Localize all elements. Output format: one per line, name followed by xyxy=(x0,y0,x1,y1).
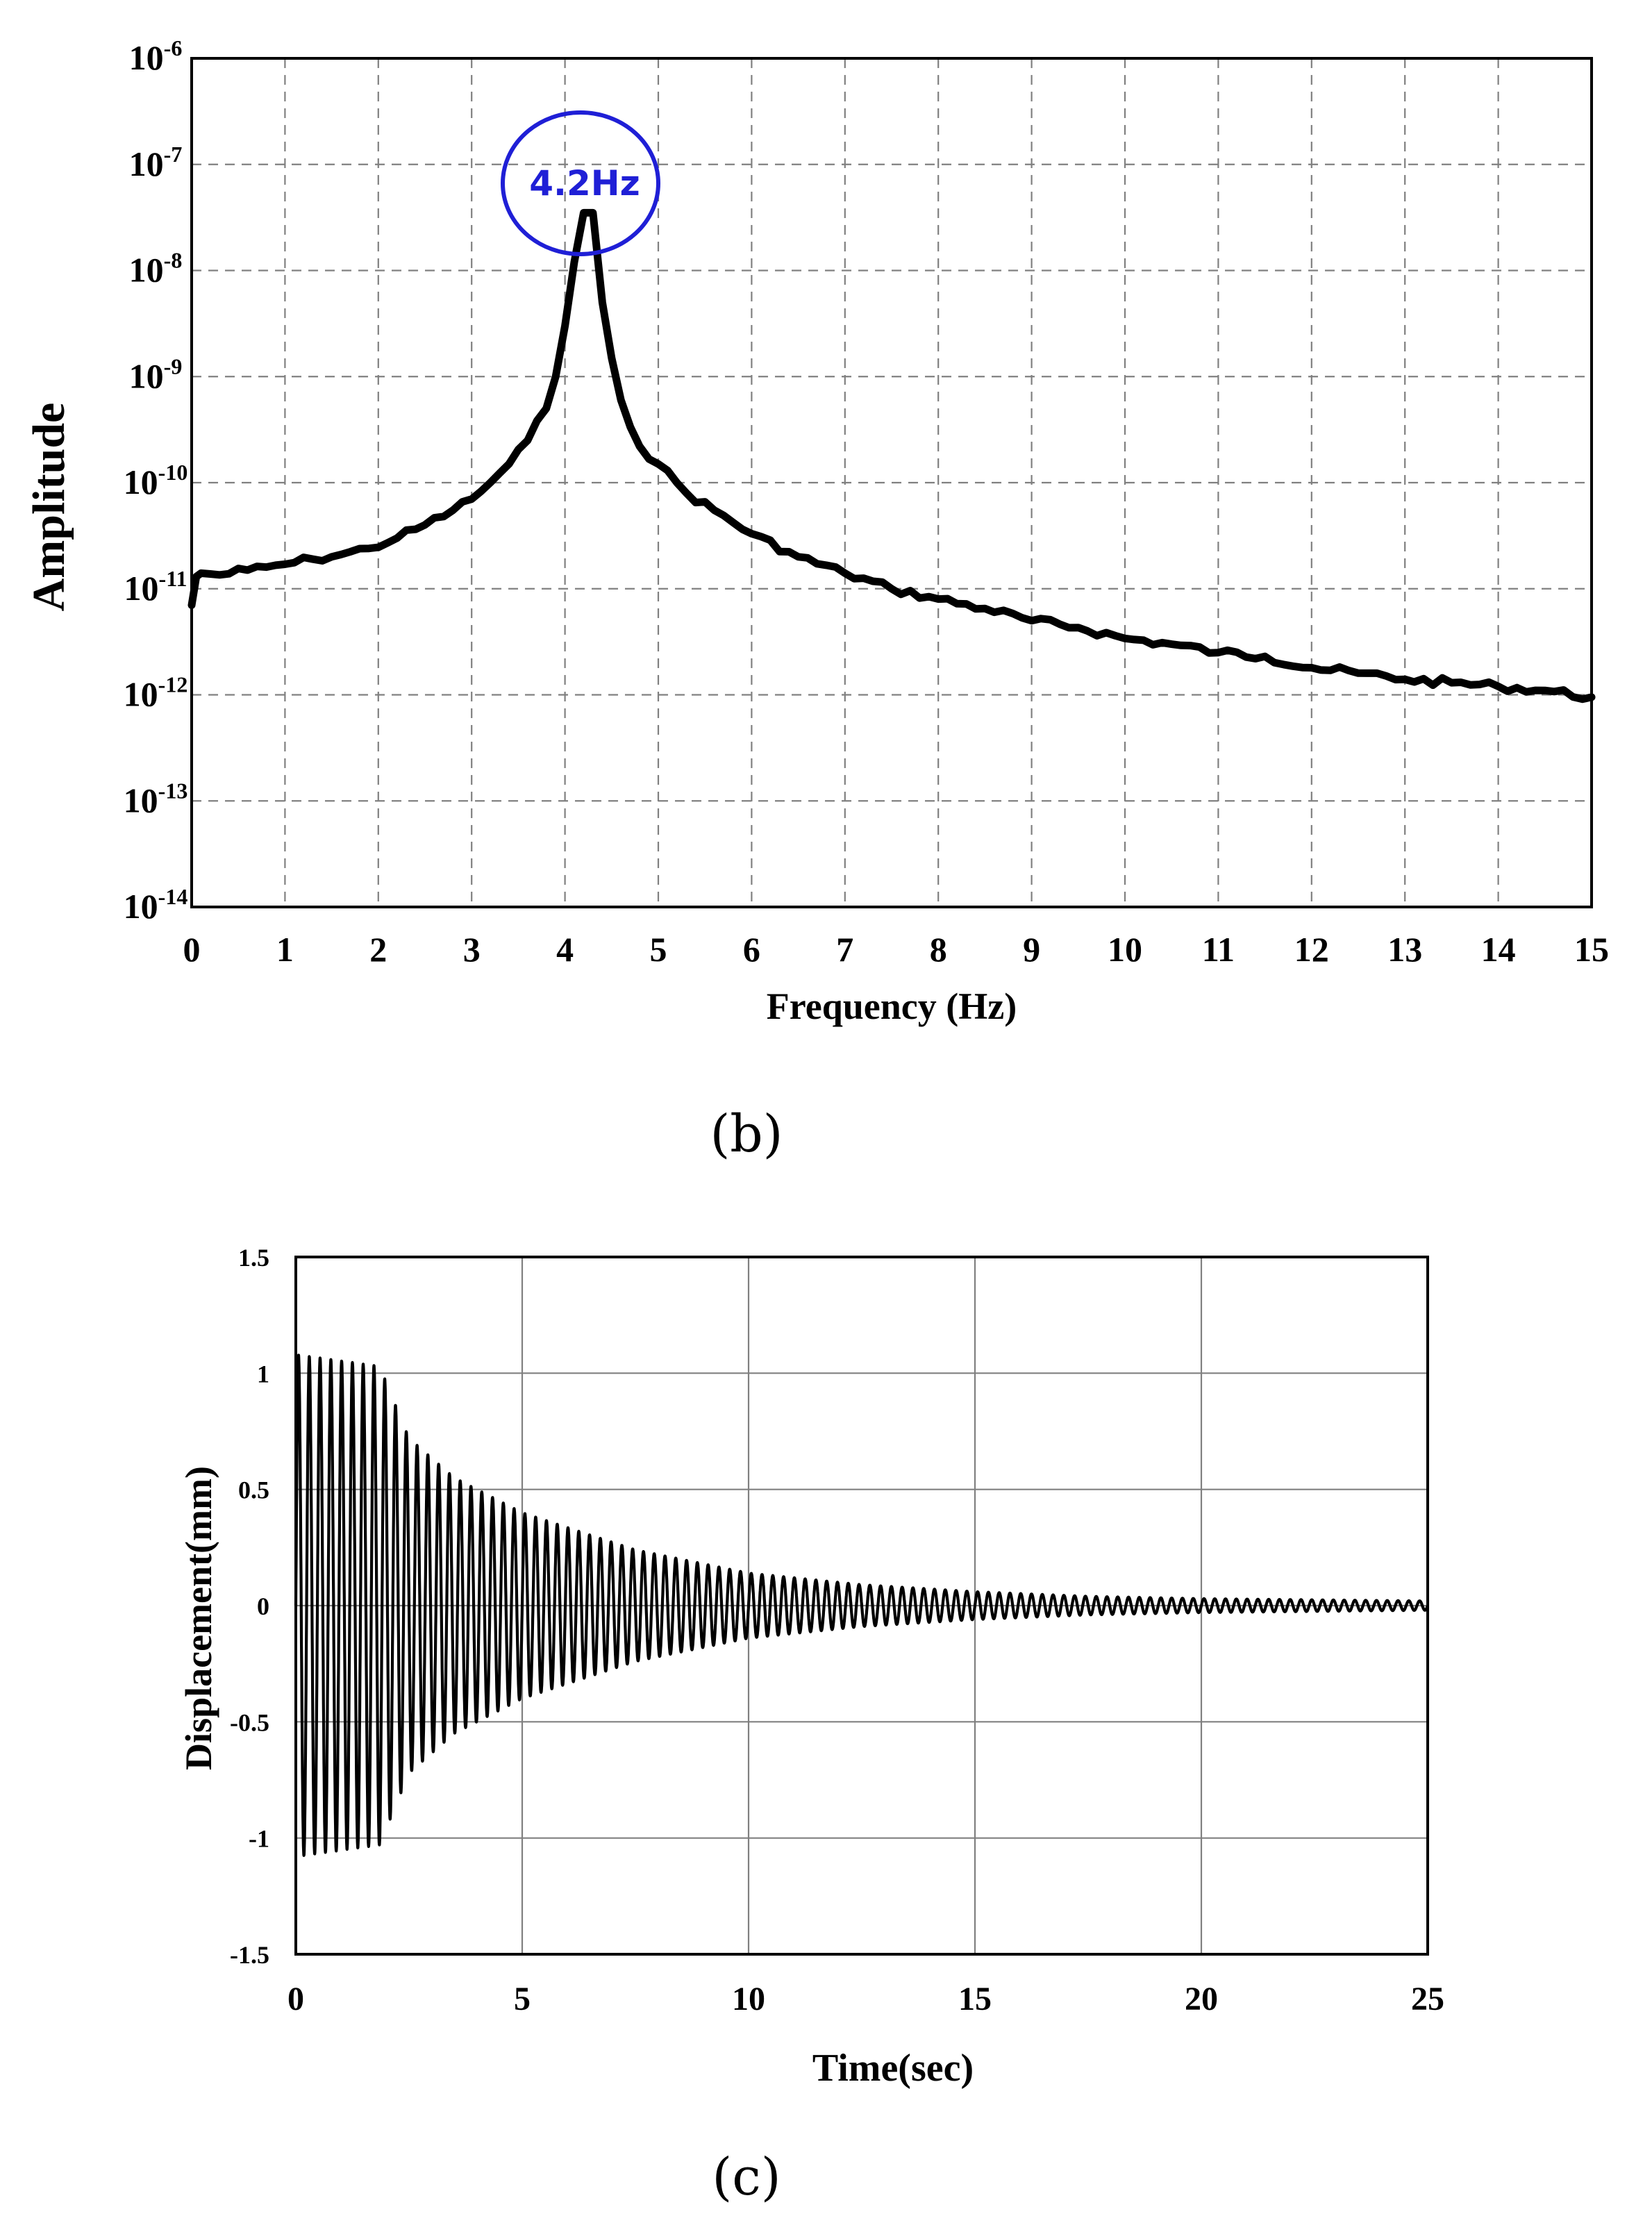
chart-b-x-ticks: 0 1 2 3 4 5 6 7 8 9 10 11 12 13 14 15 xyxy=(183,930,1610,969)
chart-b-x-tick-label: 0 xyxy=(183,930,201,969)
chart-c-series xyxy=(294,1354,1429,1857)
chart-c-y-tick-label: 0 xyxy=(257,1592,269,1620)
chart-b-grid xyxy=(192,58,1592,907)
chart-b-y-tick-label: 10-10 xyxy=(124,460,188,501)
chart-b-x-tick-label: 4 xyxy=(556,930,574,969)
chart-b-x-tick-label: 8 xyxy=(930,930,947,969)
chart-b-y-tick-label: 10-14 xyxy=(124,884,188,926)
chart-b-y-tick-label: 10-8 xyxy=(129,248,183,290)
chart-c-y-tick-label: -0.5 xyxy=(230,1708,269,1736)
frequency-spectrum-chart: 0 1 2 3 4 5 6 7 8 9 10 11 12 13 14 15 10-1410-1310-1210… xyxy=(24,35,1609,1027)
chart-b-x-tick-label: 2 xyxy=(369,930,387,969)
panel-label-b: (b) xyxy=(710,1104,783,1164)
chart-b-x-tick-label: 5 xyxy=(650,930,667,969)
chart-b-x-tick-label: 10 xyxy=(1108,930,1142,969)
chart-b-x-tick-label: 7 xyxy=(836,930,853,969)
chart-b-y-tick-label: 10-13 xyxy=(124,778,188,819)
chart-b-x-tick-label: 15 xyxy=(1574,930,1609,969)
chart-b-x-tick-label: 13 xyxy=(1387,930,1422,969)
chart-b-x-tick-label: 1 xyxy=(276,930,294,969)
chart-b-x-tick-label: 11 xyxy=(1202,930,1235,969)
chart-b-x-tick-label: 3 xyxy=(463,930,481,969)
chart-b-x-tick-label: 14 xyxy=(1481,930,1516,969)
chart-b-y-tick-label: 10-11 xyxy=(124,566,187,608)
chart-c-y-ticks: 1.5 1 0.5 0 -0.5 -1 -1.5 xyxy=(230,1244,269,1969)
chart-b-x-tick-label: 6 xyxy=(743,930,760,969)
chart-c-y-tick-label: -1.5 xyxy=(230,1941,269,1969)
displacement-time-chart: 0 5 10 15 20 25 1.510.50-0.5-1-1.5 Time(sec) … xyxy=(178,1244,1444,2090)
chart-c-y-axis-label: Displacement(mm) xyxy=(178,1466,219,1770)
chart-c-y-tick-label: 0.5 xyxy=(238,1476,269,1504)
chart-b-x-tick-label: 9 xyxy=(1023,930,1040,969)
chart-c-x-ticks: 0 5 10 15 20 25 xyxy=(287,1981,1444,2017)
chart-b-x-tick-label: 12 xyxy=(1294,930,1329,969)
chart-b-series xyxy=(187,208,1596,703)
chart-c-series-line xyxy=(294,1354,1429,1857)
chart-b-y-tick-label: 10-6 xyxy=(129,35,183,77)
chart-b-x-axis-label: Frequency (Hz) xyxy=(767,985,1017,1027)
chart-c-y-tick-label: 1 xyxy=(257,1360,269,1388)
peak-label: 4.2Hz xyxy=(529,163,640,203)
chart-c-x-tick-label: 20 xyxy=(1185,1981,1218,2017)
chart-c-x-tick-label: 5 xyxy=(514,1981,531,2017)
chart-c-y-tick-label: 1.5 xyxy=(238,1244,269,1272)
chart-c-y-tick-label: -1 xyxy=(249,1825,269,1853)
chart-c-x-tick-label: 15 xyxy=(958,1981,992,2017)
chart-b-y-tick-label: 10-12 xyxy=(124,672,188,714)
chart-b-y-tick-label: 10-9 xyxy=(129,353,183,395)
peak-circle xyxy=(501,110,660,256)
chart-b-y-axis-label: Amplitude xyxy=(24,403,74,612)
peak-annotation: 4.2Hz xyxy=(501,110,660,256)
chart-b-series-line xyxy=(187,208,1596,703)
chart-c-x-axis-label: Time(sec) xyxy=(812,2047,974,2090)
chart-b-y-tick-label: 10-7 xyxy=(129,142,183,183)
chart-b-y-ticks: 10-14 10-13 10-12 10-11 10-10 10-9 10-8 10-7 10-… xyxy=(124,35,188,926)
chart-c-x-tick-label: 25 xyxy=(1411,1981,1444,2017)
chart-b-frame xyxy=(190,57,1593,908)
chart-c-frame xyxy=(294,1256,1429,1956)
panel-label-c: (c) xyxy=(712,2147,781,2207)
chart-c-x-tick-label: 10 xyxy=(732,1981,765,2017)
chart-c-x-tick-label: 0 xyxy=(287,1981,304,2017)
